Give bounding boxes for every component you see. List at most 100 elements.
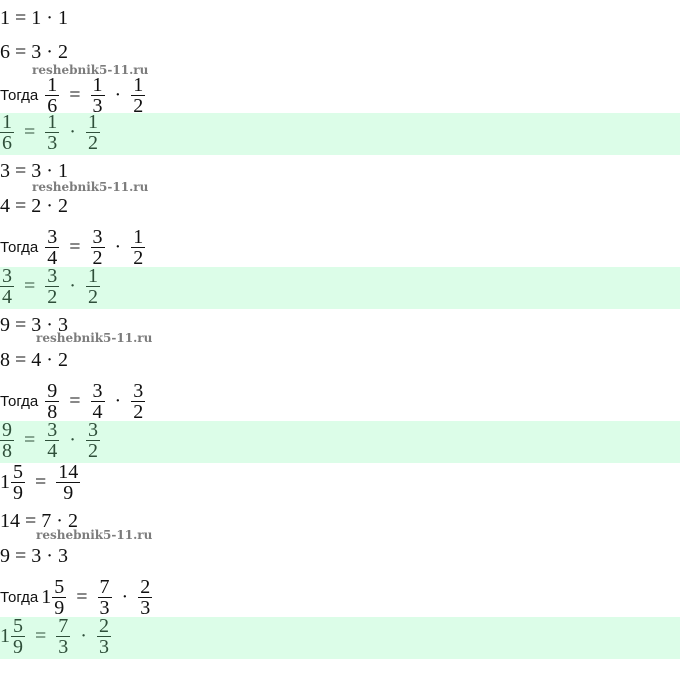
denominator: 2 [87, 286, 98, 308]
numerator: 7 [56, 617, 71, 637]
equals-sign: = [24, 429, 36, 451]
numerator: 1 [45, 113, 60, 133]
dot-sign: · [114, 84, 122, 106]
numerator: 1 [131, 226, 146, 248]
equation: 6 = 3 · 2 [0, 41, 68, 63]
denominator: 2 [47, 286, 58, 308]
watermark: reshebnik5-11.ru [32, 63, 149, 77]
fraction: 14 9 [56, 461, 81, 504]
numerator: 7 [97, 576, 112, 598]
denominator: 2 [87, 440, 98, 462]
whole-part: 1 [0, 625, 10, 647]
numerator: 3 [45, 267, 60, 287]
denominator: 3 [92, 95, 103, 117]
denominator: 2 [133, 401, 144, 423]
equals-sign: = [69, 236, 81, 258]
whole-part: 1 [0, 471, 10, 493]
numerator: 1 [0, 113, 14, 133]
equation: 4 = 2 · 2 [0, 195, 68, 217]
equation: 3 = 3 · 1 [0, 160, 68, 182]
numerator: 5 [11, 461, 25, 483]
denominator: 4 [47, 247, 58, 269]
numerator: 9 [0, 421, 14, 441]
watermark: reshebnik5-11.ru [32, 180, 149, 194]
dot-sign: · [114, 390, 122, 412]
numerator: 3 [85, 421, 100, 441]
dot-sign: · [69, 121, 76, 143]
watermark: reshebnik5-11.ru [36, 331, 153, 345]
whole-part: 1 [41, 586, 52, 608]
numerator: 2 [138, 576, 153, 598]
equals-sign: = [35, 625, 47, 647]
denominator: 4 [47, 440, 58, 462]
denominator: 3 [140, 597, 151, 619]
numerator: 1 [85, 267, 100, 287]
then-label: Тогда [0, 589, 39, 606]
denominator: 2 [92, 247, 103, 269]
equals-sign: = [76, 586, 88, 608]
denominator: 4 [2, 286, 12, 308]
numerator: 5 [11, 617, 25, 637]
then-label: Тогда [0, 239, 39, 256]
equation: 9 = 3 · 3 [0, 314, 68, 336]
equals-sign: = [35, 471, 47, 493]
then-label: Тогда [0, 87, 39, 104]
then-label: Тогда [0, 393, 39, 410]
numerator: 1 [90, 74, 105, 96]
watermark: reshebnik5-11.ru [36, 528, 153, 542]
numerator: 1 [85, 113, 100, 133]
denominator: 6 [2, 132, 12, 154]
denominator: 9 [63, 482, 74, 504]
numerator: 3 [90, 226, 105, 248]
denominator: 6 [47, 95, 58, 117]
denominator: 3 [98, 636, 109, 658]
denominator: 9 [13, 482, 23, 504]
dot-sign: · [114, 236, 122, 258]
numerator: 9 [45, 380, 60, 402]
dot-sign: · [69, 275, 76, 297]
numerator: 1 [45, 74, 60, 96]
denominator: 2 [133, 247, 144, 269]
equation: 14 = 7 · 2 [0, 510, 78, 532]
equals-sign: = [24, 275, 36, 297]
numerator: 3 [131, 380, 146, 402]
denominator: 9 [13, 636, 23, 658]
denominator: 3 [99, 597, 110, 619]
denominator: 8 [2, 440, 12, 462]
denominator: 8 [47, 401, 58, 423]
denominator: 3 [47, 132, 58, 154]
numerator: 2 [96, 617, 111, 637]
numerator: 14 [56, 461, 81, 483]
denominator: 2 [133, 95, 144, 117]
